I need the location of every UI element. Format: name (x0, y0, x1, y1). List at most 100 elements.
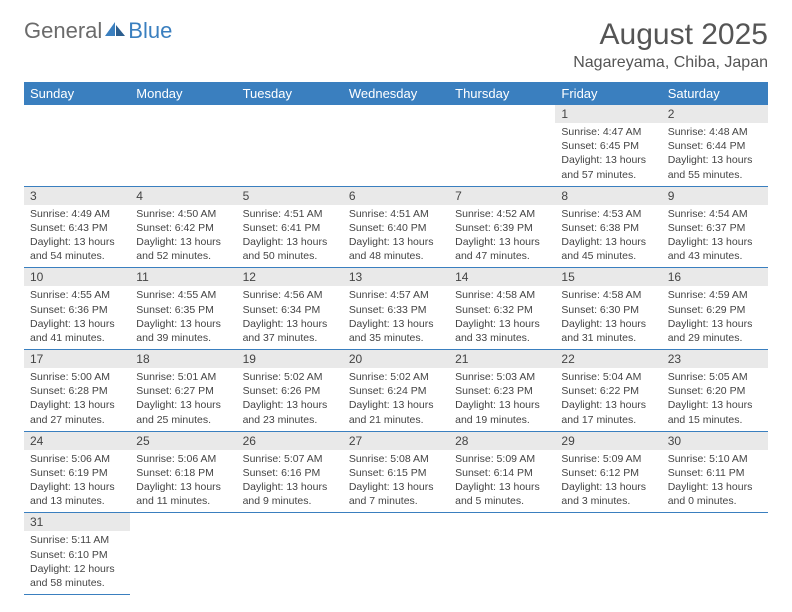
calendar-day-empty (555, 513, 661, 595)
sunset: Sunset: 6:34 PM (243, 303, 337, 317)
sunrise: Sunrise: 4:52 AM (455, 207, 549, 221)
calendar-day: 14Sunrise: 4:58 AMSunset: 6:32 PMDayligh… (449, 268, 555, 350)
sunset: Sunset: 6:14 PM (455, 466, 549, 480)
day-number: 26 (237, 432, 343, 450)
day-data: Sunrise: 4:56 AMSunset: 6:34 PMDaylight:… (237, 286, 343, 349)
sunset: Sunset: 6:44 PM (668, 139, 762, 153)
daylight: Daylight: 13 hours and 48 minutes. (349, 235, 443, 263)
sunset: Sunset: 6:45 PM (561, 139, 655, 153)
day-data: Sunrise: 5:10 AMSunset: 6:11 PMDaylight:… (662, 450, 768, 513)
sunrise: Sunrise: 5:02 AM (243, 370, 337, 384)
sunrise: Sunrise: 4:55 AM (30, 288, 124, 302)
daylight: Daylight: 13 hours and 45 minutes. (561, 235, 655, 263)
calendar-day: 16Sunrise: 4:59 AMSunset: 6:29 PMDayligh… (662, 268, 768, 350)
sunrise: Sunrise: 5:00 AM (30, 370, 124, 384)
day-data: Sunrise: 4:59 AMSunset: 6:29 PMDaylight:… (662, 286, 768, 349)
day-data: Sunrise: 5:03 AMSunset: 6:23 PMDaylight:… (449, 368, 555, 431)
sunset: Sunset: 6:43 PM (30, 221, 124, 235)
day-number: 14 (449, 268, 555, 286)
day-data: Sunrise: 4:50 AMSunset: 6:42 PMDaylight:… (130, 205, 236, 268)
day-number: 25 (130, 432, 236, 450)
calendar-day: 30Sunrise: 5:10 AMSunset: 6:11 PMDayligh… (662, 431, 768, 513)
calendar-day: 9Sunrise: 4:54 AMSunset: 6:37 PMDaylight… (662, 186, 768, 268)
daylight: Daylight: 13 hours and 47 minutes. (455, 235, 549, 263)
day-number: 15 (555, 268, 661, 286)
day-number: 18 (130, 350, 236, 368)
sunset: Sunset: 6:18 PM (136, 466, 230, 480)
sunset: Sunset: 6:24 PM (349, 384, 443, 398)
logo: General Blue (24, 18, 172, 44)
day-number: 24 (24, 432, 130, 450)
calendar-week: 17Sunrise: 5:00 AMSunset: 6:28 PMDayligh… (24, 350, 768, 432)
day-header: Saturday (662, 82, 768, 105)
day-data: Sunrise: 4:51 AMSunset: 6:41 PMDaylight:… (237, 205, 343, 268)
calendar-week: 1Sunrise: 4:47 AMSunset: 6:45 PMDaylight… (24, 105, 768, 186)
day-number: 23 (662, 350, 768, 368)
sunrise: Sunrise: 5:06 AM (136, 452, 230, 466)
sunset: Sunset: 6:10 PM (30, 548, 124, 562)
calendar-day: 24Sunrise: 5:06 AMSunset: 6:19 PMDayligh… (24, 431, 130, 513)
day-number: 31 (24, 513, 130, 531)
daylight: Daylight: 13 hours and 23 minutes. (243, 398, 337, 426)
day-number: 2 (662, 105, 768, 123)
sunrise: Sunrise: 5:01 AM (136, 370, 230, 384)
sunset: Sunset: 6:30 PM (561, 303, 655, 317)
daylight: Daylight: 13 hours and 41 minutes. (30, 317, 124, 345)
daylight: Daylight: 13 hours and 3 minutes. (561, 480, 655, 508)
sunset: Sunset: 6:32 PM (455, 303, 549, 317)
day-number: 4 (130, 187, 236, 205)
daylight: Daylight: 13 hours and 17 minutes. (561, 398, 655, 426)
calendar-day-empty (343, 513, 449, 595)
day-number: 5 (237, 187, 343, 205)
daylight: Daylight: 13 hours and 5 minutes. (455, 480, 549, 508)
month-title: August 2025 (573, 18, 768, 52)
calendar-day: 19Sunrise: 5:02 AMSunset: 6:26 PMDayligh… (237, 350, 343, 432)
day-data: Sunrise: 4:55 AMSunset: 6:36 PMDaylight:… (24, 286, 130, 349)
day-data: Sunrise: 4:57 AMSunset: 6:33 PMDaylight:… (343, 286, 449, 349)
calendar-day: 23Sunrise: 5:05 AMSunset: 6:20 PMDayligh… (662, 350, 768, 432)
sunset: Sunset: 6:42 PM (136, 221, 230, 235)
sunset: Sunset: 6:23 PM (455, 384, 549, 398)
sunrise: Sunrise: 5:07 AM (243, 452, 337, 466)
sunset: Sunset: 6:26 PM (243, 384, 337, 398)
calendar-day: 20Sunrise: 5:02 AMSunset: 6:24 PMDayligh… (343, 350, 449, 432)
calendar-day-empty (24, 105, 130, 186)
day-number: 30 (662, 432, 768, 450)
day-header: Thursday (449, 82, 555, 105)
sunrise: Sunrise: 4:54 AM (668, 207, 762, 221)
sunset: Sunset: 6:27 PM (136, 384, 230, 398)
sunset: Sunset: 6:33 PM (349, 303, 443, 317)
day-data: Sunrise: 4:47 AMSunset: 6:45 PMDaylight:… (555, 123, 661, 186)
daylight: Daylight: 13 hours and 33 minutes. (455, 317, 549, 345)
sunset: Sunset: 6:36 PM (30, 303, 124, 317)
sail-icon (105, 18, 127, 44)
sunset: Sunset: 6:38 PM (561, 221, 655, 235)
day-data: Sunrise: 4:48 AMSunset: 6:44 PMDaylight:… (662, 123, 768, 186)
daylight: Daylight: 13 hours and 11 minutes. (136, 480, 230, 508)
sunset: Sunset: 6:11 PM (668, 466, 762, 480)
calendar-day-empty (130, 513, 236, 595)
sunset: Sunset: 6:22 PM (561, 384, 655, 398)
calendar-day: 25 Sunrise: 5:06 AMSunset: 6:18 PMDayligh… (130, 431, 236, 513)
calendar-day: 1Sunrise: 4:47 AMSunset: 6:45 PMDaylight… (555, 105, 661, 186)
day-number: 28 (449, 432, 555, 450)
day-number: 27 (343, 432, 449, 450)
sunrise: Sunrise: 4:58 AM (561, 288, 655, 302)
daylight: Daylight: 13 hours and 15 minutes. (668, 398, 762, 426)
daylight: Daylight: 12 hours and 58 minutes. (30, 562, 124, 590)
calendar-day: 15 Sunrise: 4:58 AMSunset: 6:30 PMDayligh… (555, 268, 661, 350)
calendar-day: 10Sunrise: 4:55 AMSunset: 6:36 PMDayligh… (24, 268, 130, 350)
calendar-table: Sunday Monday Tuesday Wednesday Thursday… (24, 82, 768, 595)
day-data: Sunrise: 4:53 AMSunset: 6:38 PMDaylight:… (555, 205, 661, 268)
day-number: 1 (555, 105, 661, 123)
daylight: Daylight: 13 hours and 35 minutes. (349, 317, 443, 345)
day-header: Tuesday (237, 82, 343, 105)
sunrise: Sunrise: 5:06 AM (30, 452, 124, 466)
day-data: Sunrise: 5:09 AMSunset: 6:12 PMDaylight:… (555, 450, 661, 513)
sunset: Sunset: 6:40 PM (349, 221, 443, 235)
sunrise: Sunrise: 4:51 AM (349, 207, 443, 221)
daylight: Daylight: 13 hours and 31 minutes. (561, 317, 655, 345)
day-header: Wednesday (343, 82, 449, 105)
daylight: Daylight: 13 hours and 50 minutes. (243, 235, 337, 263)
daylight: Daylight: 13 hours and 39 minutes. (136, 317, 230, 345)
